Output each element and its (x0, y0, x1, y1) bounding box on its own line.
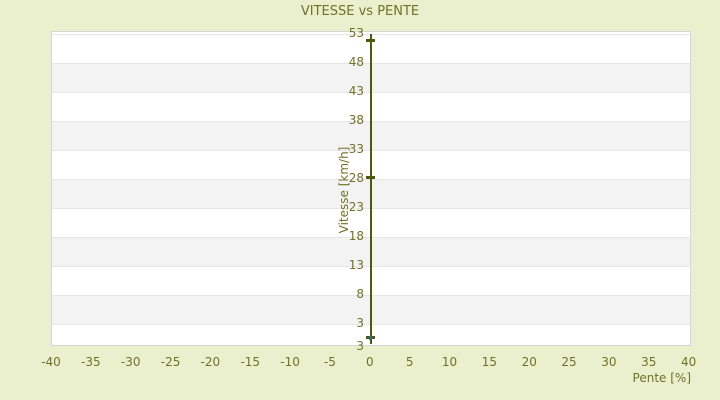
y-tick-label: 8 (356, 286, 364, 301)
x-tick-label: -30 (120, 355, 141, 369)
y-tick-label: 28 (348, 170, 364, 185)
y-tick-label: 23 (348, 199, 364, 214)
data-point-marker (366, 39, 376, 43)
x-axis-title: Pente [%] (632, 371, 691, 385)
y-tick-label: 18 (348, 228, 364, 243)
y-tick-label: 33 (348, 141, 364, 156)
x-tick-label: 30 (601, 355, 617, 369)
x-tick-label: 35 (641, 355, 657, 369)
y-axis-min-label: 3 (356, 339, 364, 353)
data-point-marker-center (369, 335, 373, 340)
x-tick-label: -10 (280, 355, 300, 369)
x-tick-label: 0 (365, 355, 374, 369)
x-tick-label: -20 (200, 355, 221, 369)
y-tick-label: 43 (348, 83, 364, 98)
plot-area[interactable] (51, 31, 691, 346)
series-line (369, 34, 372, 345)
y-tick-label: 48 (348, 55, 364, 69)
x-tick-label: -40 (41, 355, 61, 369)
chart-title: VITESSE vs PENTE (300, 4, 420, 19)
x-tick-label: 10 (441, 355, 458, 369)
x-tick-label: 15 (481, 355, 497, 369)
y-tick-label: 53 (348, 26, 364, 41)
y-tick-label: 13 (348, 257, 364, 272)
x-tick-label: 20 (521, 355, 537, 369)
x-tick-label: -25 (160, 355, 181, 369)
x-tick-label: 40 (680, 355, 697, 369)
y-axis-title: Vitesse [km/h] (337, 146, 351, 234)
x-tick-label: 5 (405, 355, 414, 369)
x-tick-label: -5 (323, 355, 336, 369)
y-tick-label: 38 (348, 112, 364, 127)
x-tick-label: -35 (81, 355, 101, 369)
data-point-marker (366, 176, 376, 180)
x-tick-label: -15 (240, 355, 261, 369)
x-tick-label: 25 (561, 355, 577, 369)
y-tick-label: 3 (356, 315, 364, 330)
